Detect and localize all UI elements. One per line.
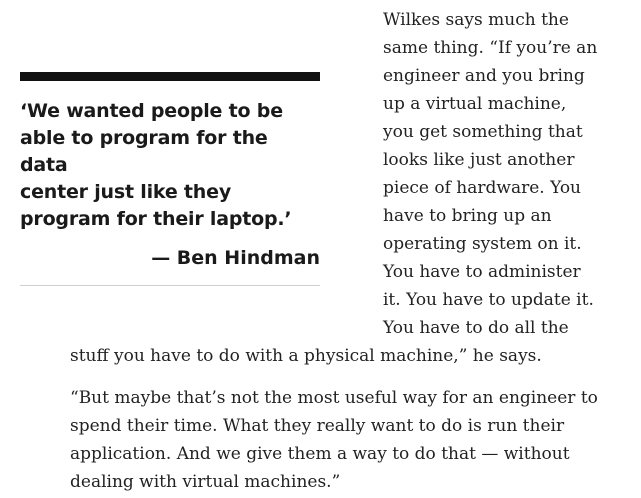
text-line: application. And we give them a way to d… bbox=[70, 440, 630, 468]
text-line: Wilkes says much the bbox=[383, 6, 623, 34]
pull-quote-bottom-rule bbox=[20, 285, 320, 286]
text-line: engineer and you bring bbox=[383, 62, 623, 90]
text-line: piece of hardware. You bbox=[383, 174, 623, 202]
pull-quote-top-rule bbox=[20, 72, 320, 81]
text-line: up a virtual machine, bbox=[383, 90, 623, 118]
text-line: You have to administer bbox=[383, 258, 623, 286]
text-line: dealing with virtual machines.” bbox=[70, 468, 630, 496]
pull-quote-text: ‘We wanted people to be able to program … bbox=[20, 98, 320, 233]
text-line: You have to do all the bbox=[383, 314, 623, 342]
text-line: looks like just another bbox=[383, 146, 623, 174]
pull-quote-line: able to program for the data bbox=[20, 125, 320, 179]
text-line: “But maybe that’s not the most useful wa… bbox=[70, 384, 630, 412]
text-line: spend their time. What they really want … bbox=[70, 412, 630, 440]
text-line: operating system on it. bbox=[383, 230, 623, 258]
paragraph-2: “But maybe that’s not the most useful wa… bbox=[70, 384, 630, 496]
text-line: have to bring up an bbox=[383, 202, 623, 230]
pull-quote-attribution: — Ben Hindman bbox=[20, 245, 320, 271]
text-line: stuff you have to do with a physical mac… bbox=[70, 342, 630, 370]
pull-quote: ‘We wanted people to be able to program … bbox=[20, 72, 320, 286]
text-line: it. You have to update it. bbox=[383, 286, 623, 314]
pull-quote-line: ‘We wanted people to be bbox=[20, 98, 320, 125]
pull-quote-line: program for their laptop.’ bbox=[20, 206, 320, 233]
pull-quote-line: center just like they bbox=[20, 179, 320, 206]
text-line: you get something that bbox=[383, 118, 623, 146]
paragraph-1-column: Wilkes says much the same thing. “If you… bbox=[383, 6, 623, 342]
text-line: same thing. “If you’re an bbox=[383, 34, 623, 62]
paragraph-1-continuation: stuff you have to do with a physical mac… bbox=[70, 342, 630, 370]
